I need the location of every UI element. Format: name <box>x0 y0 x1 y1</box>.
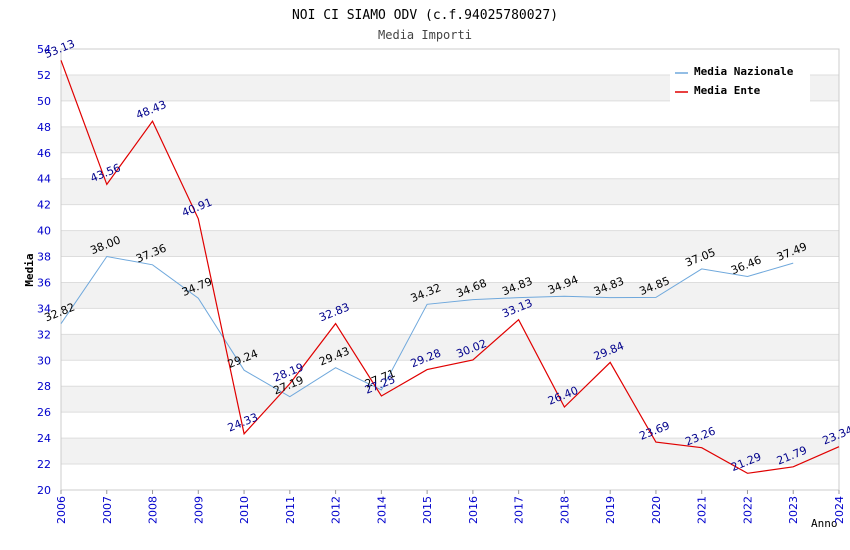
y-tick-label: 40 <box>37 225 51 238</box>
x-tick-label: 2020 <box>650 496 663 524</box>
y-tick-label: 42 <box>37 199 51 212</box>
data-label: 48.43 <box>134 98 168 122</box>
chart-title: NOI CI SIAMO ODV (c.f.94025780027) <box>292 8 558 23</box>
x-tick-label: 2007 <box>101 496 114 524</box>
x-tick-label: 2012 <box>330 496 343 524</box>
y-tick-label: 30 <box>37 354 51 367</box>
x-tick-label: 2019 <box>604 496 617 524</box>
y-tick-label: 38 <box>37 251 51 264</box>
y-tick-label: 34 <box>37 302 51 315</box>
grid-band <box>61 230 839 257</box>
y-tick-label: 24 <box>37 432 51 445</box>
x-tick-label: 2011 <box>284 496 297 524</box>
series-line-nazionale <box>60 255 794 398</box>
y-axis-label: Media <box>23 253 36 286</box>
y-tick-label: 54 <box>37 43 51 56</box>
legend-box <box>670 60 810 102</box>
x-tick-label: 2009 <box>192 496 205 524</box>
x-tick-label: 2022 <box>741 496 754 524</box>
grid-band <box>61 178 839 205</box>
grid-band <box>61 282 839 309</box>
x-axis-label: Anno <box>811 517 838 530</box>
x-tick-label: 2016 <box>467 496 480 524</box>
x-tick-label: 2018 <box>558 496 571 524</box>
x-tick-label: 2008 <box>147 496 160 524</box>
y-tick-label: 44 <box>37 173 51 186</box>
series-lines <box>60 60 840 474</box>
grid-band <box>61 386 839 413</box>
y-tick-label: 32 <box>37 328 51 341</box>
x-tick-label: 2014 <box>375 496 388 524</box>
y-tick-label: 20 <box>37 484 51 497</box>
y-tick-label: 50 <box>37 95 51 108</box>
data-label: 24.33 <box>226 411 260 435</box>
y-tick-label: 36 <box>37 276 51 289</box>
x-tick-label: 2017 <box>513 496 526 524</box>
legend: Media Nazionale Media Ente <box>670 60 810 102</box>
grid-band <box>61 126 839 153</box>
x-tick-label: 2024 <box>833 496 846 524</box>
x-axis-ticks: 2006 2007 2008 2009 2010 2011 2012 2014 2015 2016… <box>55 490 846 524</box>
legend-label-ente: Media Ente <box>694 84 761 97</box>
legend-label-nazionale: Media Nazionale <box>694 65 794 78</box>
x-tick-label: 2015 <box>421 496 434 524</box>
series-line-ente <box>60 60 840 474</box>
chart-subtitle: Media Importi <box>378 28 472 42</box>
y-tick-label: 48 <box>37 121 51 134</box>
grid-band <box>61 334 839 361</box>
y-tick-label: 52 <box>37 69 51 82</box>
y-tick-label: 22 <box>37 458 51 471</box>
y-tick-label: 46 <box>37 147 51 160</box>
x-tick-label: 2006 <box>55 496 68 524</box>
y-tick-label: 28 <box>37 380 51 393</box>
data-label: 53.13 <box>43 37 77 61</box>
plot-background-bands <box>61 74 839 465</box>
x-tick-label: 2021 <box>696 496 709 524</box>
plot-frame <box>60 48 840 491</box>
y-tick-label: 26 <box>37 406 51 419</box>
grid-band <box>61 438 839 465</box>
x-tick-label: 2023 <box>787 496 800 524</box>
y-axis-ticks: 20 22 24 26 28 30 32 34 36 38 40 42 44 46 48 50 52 54 <box>37 43 51 497</box>
x-tick-label: 2010 <box>238 496 251 524</box>
gridlines <box>61 48 839 491</box>
